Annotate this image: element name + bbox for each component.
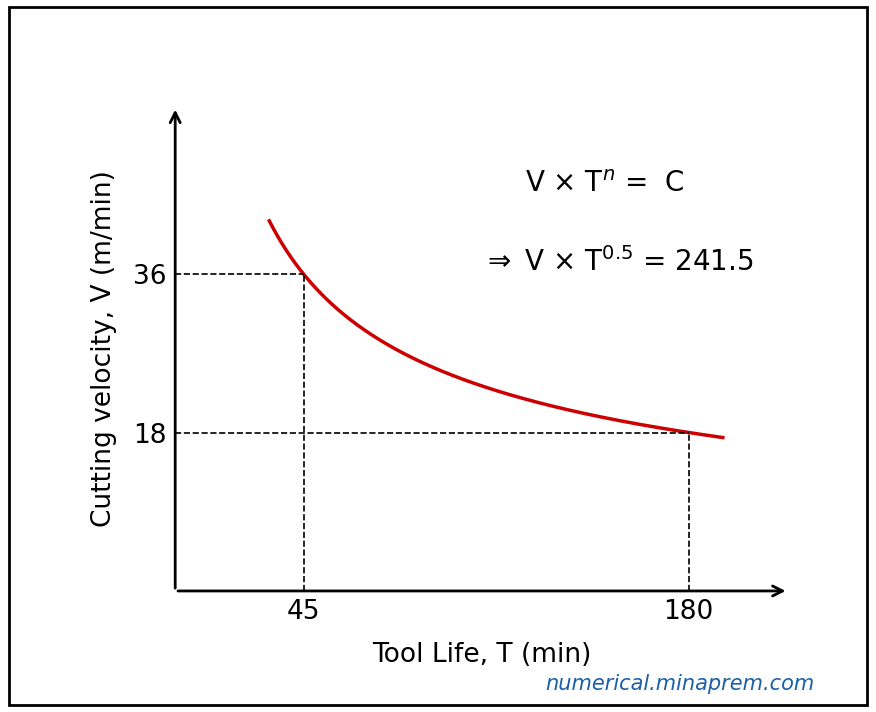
Y-axis label: Cutting velocity, V (m/min): Cutting velocity, V (m/min) <box>91 170 117 528</box>
Text: V $\times$ T$^n$ =  C: V $\times$ T$^n$ = C <box>525 169 684 198</box>
Text: numerical.minaprem.com: numerical.minaprem.com <box>546 674 815 694</box>
X-axis label: Tool Life, T (min): Tool Life, T (min) <box>372 642 591 668</box>
Text: $\Rightarrow$ V $\times$ T$^{0.5}$ = 241.5: $\Rightarrow$ V $\times$ T$^{0.5}$ = 241… <box>482 247 753 277</box>
